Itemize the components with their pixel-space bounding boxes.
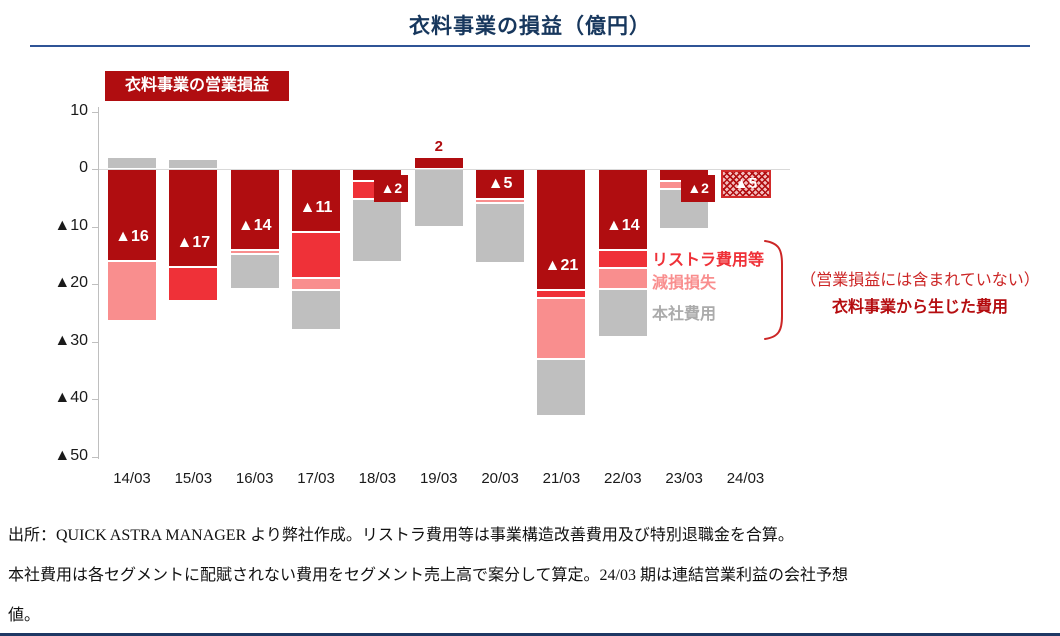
y-axis-label: 10	[70, 101, 88, 119]
bar-value-label: ▲14	[237, 216, 272, 234]
bar-segment-positive-hq	[169, 160, 218, 168]
bar-segment-hq	[230, 255, 279, 288]
bar-segment-rest	[169, 267, 218, 301]
bar-segment-op	[169, 170, 218, 266]
bar-segment-op	[598, 170, 647, 249]
bar-segment-op_forecast	[720, 170, 771, 198]
x-axis-label: 20/03	[481, 470, 519, 487]
y-axis-tick	[92, 456, 98, 458]
bar-segment-op	[476, 170, 525, 199]
y-axis-label: ▲30	[54, 331, 88, 349]
bar-segment-imp	[108, 262, 156, 321]
bar-segment-imp	[292, 279, 341, 289]
y-axis-label: ▲10	[54, 216, 88, 234]
bar-segment-rest	[292, 233, 341, 278]
x-axis-label: 15/03	[174, 470, 213, 487]
y-axis-tick	[92, 169, 98, 170]
x-axis-label: 21/03	[542, 470, 581, 487]
title-underline	[30, 45, 1030, 47]
brace-decoration	[764, 240, 783, 340]
bar-value-label: ▲5	[487, 175, 513, 193]
bar-value-label: ▲11	[299, 199, 333, 217]
bar-segment-hq	[537, 359, 586, 416]
zero-gridline	[98, 169, 790, 170]
bar-segment-hq	[414, 170, 463, 226]
bar-segment-op	[230, 170, 279, 249]
bar-segment-rest	[598, 250, 647, 267]
x-axis-label: 22/03	[604, 470, 642, 487]
bar-segment-op	[292, 170, 341, 232]
x-axis-label: 16/03	[235, 470, 274, 487]
bar-segment-imp	[598, 268, 647, 288]
bar-value-label: ▲5	[733, 174, 758, 192]
source-note-line3: 値。	[8, 607, 41, 624]
annotation-line1: （営業損益には含まれていない）	[800, 272, 1040, 289]
x-axis-label: 19/03	[419, 470, 458, 487]
bar-segment-rest	[537, 290, 586, 298]
bar-segment-positive-op	[414, 157, 463, 168]
y-axis-label: ▲50	[54, 446, 88, 464]
bar-segment-imp	[476, 200, 525, 202]
bar-value-label: ▲14	[605, 216, 640, 234]
bar-segment-hq	[476, 203, 525, 263]
bar-segment-op	[537, 170, 586, 289]
y-axis-tick	[92, 111, 98, 113]
legend-item-restructuring-costs: リストラ費用等	[652, 252, 765, 269]
bar-segment-hq	[598, 289, 647, 337]
bar-value-label: 2	[434, 137, 443, 155]
y-axis-tick	[92, 226, 98, 228]
y-axis-tick	[92, 341, 98, 343]
bar-segment-hq	[353, 199, 402, 262]
bottom-border	[0, 633, 1060, 636]
source-note-line2: 本社費用は各セグメントに配賦されない費用をセグメント売上高で案分して算定。24/…	[8, 567, 848, 584]
bar-segment-imp	[537, 299, 586, 358]
bar-value-label: ▲17	[176, 233, 211, 251]
legend-item-headquarters-costs: 本社費用	[652, 306, 717, 323]
y-axis-label: 0	[79, 159, 88, 176]
y-axis-tick	[92, 284, 98, 285]
y-axis-label: ▲40	[54, 389, 88, 406]
bar-value-label: ▲2	[681, 175, 716, 202]
page-title: 衣料事業の損益（億円）	[409, 15, 651, 38]
bar-value-label: ▲2	[374, 175, 409, 202]
annotation: （営業損益には含まれていない） 衣料事業から生じた費用	[786, 266, 1054, 317]
bar-value-label: ▲21	[544, 256, 579, 274]
source-note-line1: 出所：QUICK ASTRA MANAGER より弊社作成。リストラ費用等は事業…	[8, 527, 794, 544]
bar-segment-imp	[230, 250, 279, 254]
y-axis-tick	[92, 399, 98, 400]
y-axis-line	[98, 107, 99, 459]
bar-segment-op	[108, 170, 156, 260]
bar-segment-hq	[292, 290, 341, 329]
bar-value-label: ▲16	[115, 228, 149, 245]
bar-segment-positive-hq	[108, 157, 156, 168]
y-axis-label: ▲20	[54, 274, 88, 291]
legend-item-impairment-loss: 減損損失	[652, 275, 717, 292]
x-axis-label: 17/03	[297, 470, 335, 487]
x-axis-label: 18/03	[358, 470, 397, 487]
bar-segment-op	[660, 170, 709, 180]
x-axis-label: 14/03	[113, 470, 151, 487]
annotation-line2: 衣料事業から生じた費用	[831, 299, 1008, 316]
x-axis-label: 24/03	[726, 470, 765, 487]
bar-segment-op	[353, 170, 402, 180]
operating-profit-label: 衣料事業の営業損益	[105, 71, 289, 101]
x-axis-label: 23/03	[665, 470, 703, 487]
